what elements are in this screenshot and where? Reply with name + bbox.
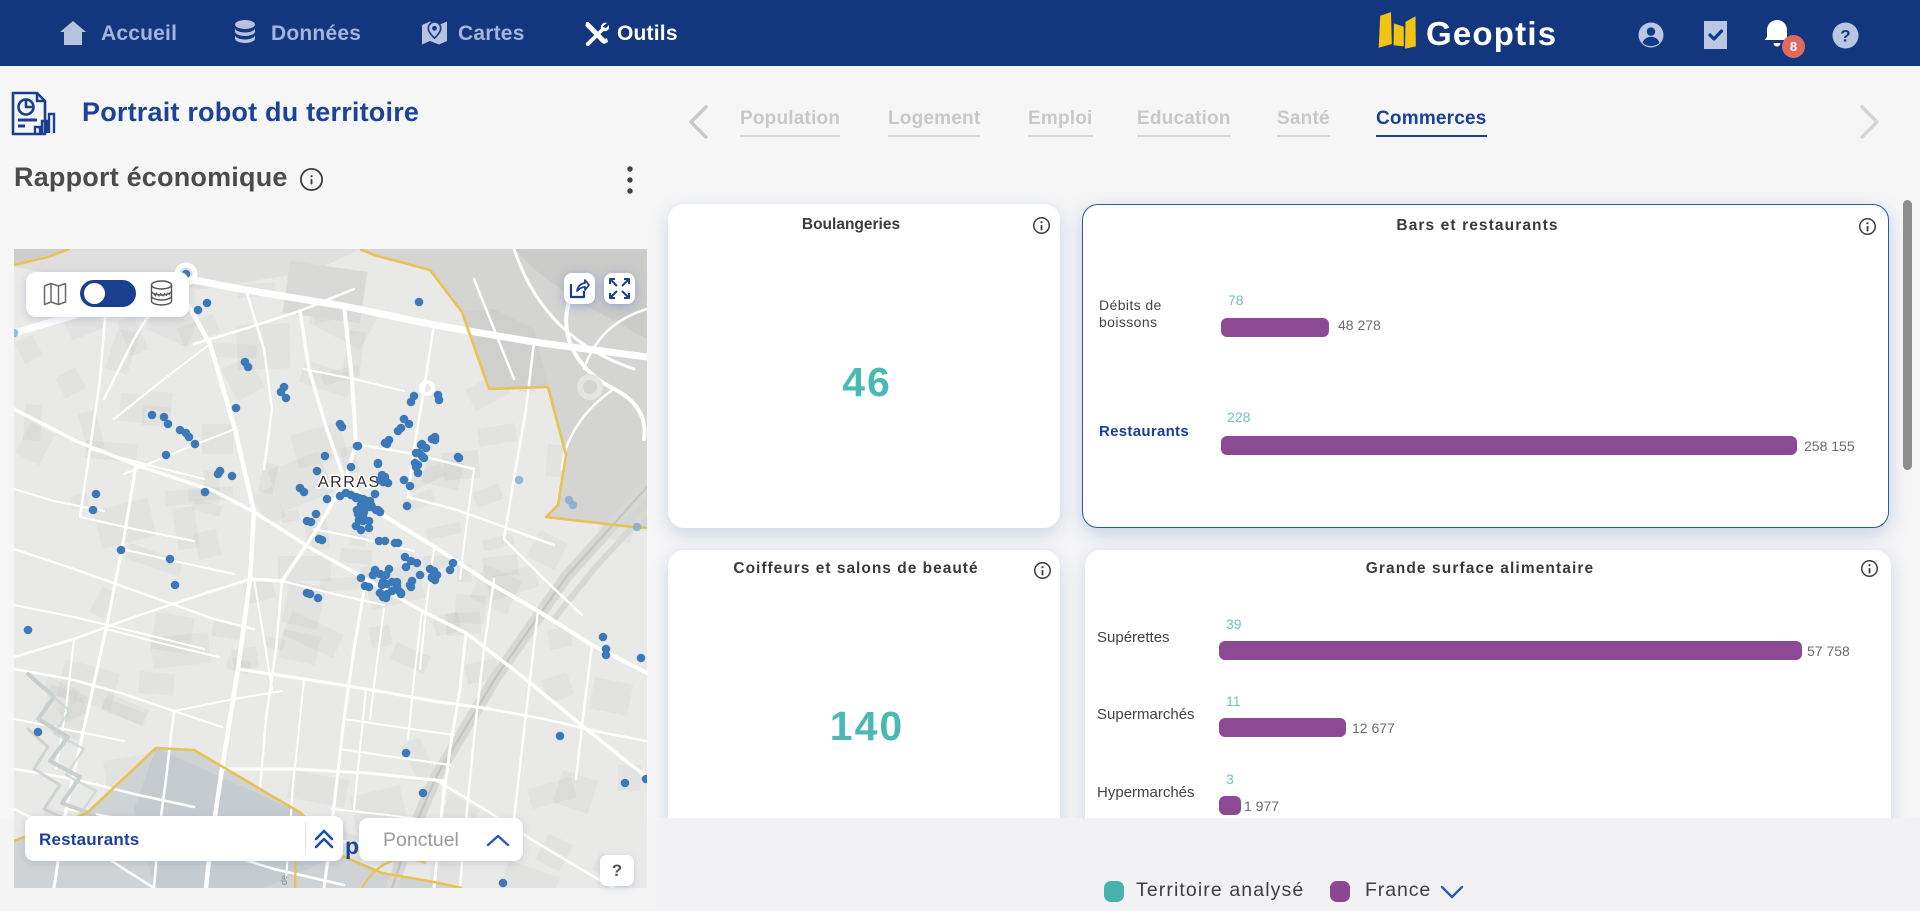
svg-text:?: ?: [1840, 27, 1850, 46]
svg-text:de: de: [279, 875, 289, 885]
svg-text:ARRAS: ARRAS: [318, 474, 381, 491]
